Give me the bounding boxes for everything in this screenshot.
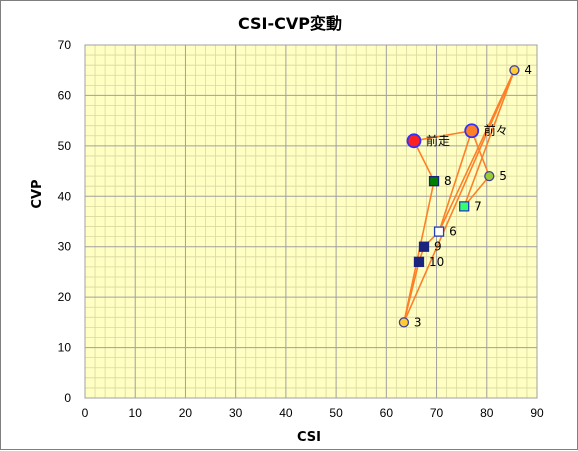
x-tick-label: 60 [380,406,394,420]
x-tick-label: 0 [82,406,89,420]
point-label: 6 [449,225,457,239]
point-marker [418,241,430,252]
connection-line [438,130,473,232]
point-label: 8 [444,174,452,188]
connection-line [413,129,472,142]
y-tick-label: 50 [58,139,72,153]
y-tick-label: 20 [58,290,72,304]
point-label: 4 [524,63,532,77]
point-label: 9 [434,240,442,254]
x-tick-label: 70 [430,406,444,420]
point-label: 前々 [484,123,508,138]
y-tick-label: 10 [58,341,72,355]
y-tick-label: 40 [58,189,72,203]
x-axis-label: CSI [297,430,321,445]
point-marker [406,133,422,149]
x-tick-label: 50 [329,406,343,420]
chart-title: CSI-CVP変動 [238,14,342,33]
point-label: 3 [414,315,422,329]
point-marker [459,201,470,212]
point-label: 7 [474,199,482,213]
y-axis-label: CVP [30,179,45,208]
point-label: 前走 [426,133,450,148]
x-tick-label: 40 [279,406,293,420]
point-marker [484,170,495,182]
connection-line [413,140,435,182]
point-marker [398,317,410,328]
connection-line [438,69,516,232]
connection-line [470,130,491,177]
x-tick-label: 20 [179,406,193,420]
point-marker [413,256,425,267]
point-marker [428,176,440,187]
y-tick-label: 70 [58,38,72,52]
connection-line [463,69,516,207]
point-marker [433,226,445,237]
point-marker [464,123,480,139]
point-label: 10 [429,255,444,269]
x-tick-label: 10 [129,406,143,420]
y-tick-label: 0 [64,391,71,405]
y-tick-label: 60 [58,88,72,102]
plot-area [84,44,538,399]
point-marker [509,65,520,76]
x-tick-label: 90 [530,406,544,420]
connection-line [403,69,516,323]
point-label: 5 [499,169,507,183]
x-tick-label: 80 [480,406,494,420]
y-tick-label: 30 [58,240,72,254]
x-tick-label: 30 [229,406,243,420]
connection-line [403,261,420,323]
